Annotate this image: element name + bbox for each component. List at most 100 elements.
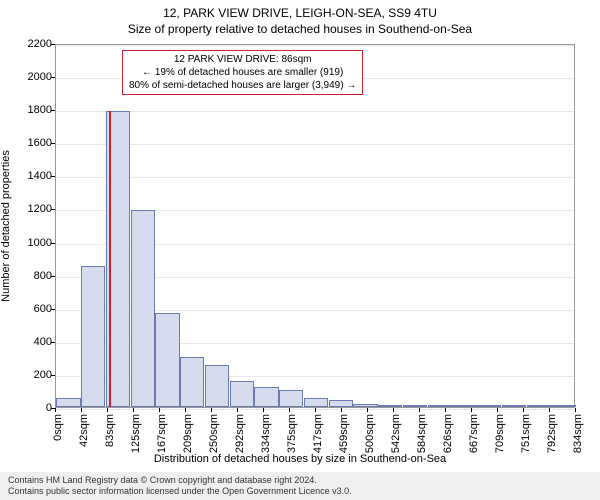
x-tick-mark <box>81 408 82 412</box>
x-tick-mark <box>549 408 550 412</box>
x-tick-mark <box>445 408 446 412</box>
x-tick-mark <box>107 408 108 412</box>
x-tick-label: 167sqm <box>156 414 168 453</box>
x-tick-mark <box>419 408 420 412</box>
y-tick-mark <box>51 342 55 343</box>
x-tick-label: 417sqm <box>312 414 324 453</box>
y-tick-mark <box>51 209 55 210</box>
grid-line <box>56 45 574 46</box>
x-tick-mark <box>185 408 186 412</box>
footer-line-2: Contains public sector information licen… <box>8 486 592 497</box>
y-tick-label: 1400 <box>12 170 52 182</box>
histogram-bar <box>378 405 402 407</box>
histogram-bar <box>304 398 328 407</box>
histogram-bar <box>551 405 575 407</box>
x-tick-label: 375sqm <box>286 414 298 453</box>
x-tick-label: 334sqm <box>260 414 272 453</box>
annotation-line-1: 12 PARK VIEW DRIVE: 86sqm <box>129 53 356 66</box>
histogram-bar <box>56 398 80 407</box>
histogram-bar <box>477 405 501 407</box>
y-tick-label: 400 <box>12 336 52 348</box>
y-tick-label: 200 <box>12 369 52 381</box>
footer-line-1: Contains HM Land Registry data © Crown c… <box>8 475 592 486</box>
x-tick-mark <box>315 408 316 412</box>
x-axis-label: Distribution of detached houses by size … <box>0 453 600 465</box>
histogram-bar <box>403 405 427 407</box>
histogram-bar <box>254 387 278 407</box>
histogram-bar <box>279 390 303 407</box>
x-tick-label: 83sqm <box>104 414 116 447</box>
x-tick-label: 125sqm <box>130 414 142 453</box>
grid-line <box>56 177 574 178</box>
histogram-bar <box>353 404 377 407</box>
annotation-box: 12 PARK VIEW DRIVE: 86sqm ← 19% of detac… <box>122 50 363 95</box>
x-tick-mark <box>575 408 576 412</box>
chart-title-sub: Size of property relative to detached ho… <box>0 20 600 38</box>
y-tick-mark <box>51 309 55 310</box>
y-tick-mark <box>51 143 55 144</box>
histogram-bar <box>81 266 105 407</box>
x-tick-mark <box>497 408 498 412</box>
x-tick-label: 500sqm <box>364 414 376 453</box>
x-tick-label: 292sqm <box>234 414 246 453</box>
y-tick-label: 1200 <box>12 203 52 215</box>
y-tick-label: 2200 <box>12 38 52 50</box>
histogram-bar <box>527 405 551 407</box>
x-tick-label: 42sqm <box>78 414 90 447</box>
x-tick-label: 626sqm <box>442 414 454 453</box>
annotation-line-3: 80% of semi-detached houses are larger (… <box>129 79 356 92</box>
histogram-bar <box>329 400 353 407</box>
subject-marker-line <box>109 111 111 407</box>
x-tick-mark <box>55 408 56 412</box>
x-tick-label: 250sqm <box>208 414 220 453</box>
grid-line <box>56 111 574 112</box>
x-tick-mark <box>133 408 134 412</box>
chart-plot-area <box>55 44 575 408</box>
histogram-bar <box>230 381 254 407</box>
histogram-bar <box>205 365 229 407</box>
y-tick-mark <box>51 110 55 111</box>
y-tick-label: 1800 <box>12 104 52 116</box>
x-tick-mark <box>263 408 264 412</box>
y-tick-mark <box>51 276 55 277</box>
x-tick-label: 709sqm <box>494 414 506 453</box>
y-tick-label: 1000 <box>12 237 52 249</box>
y-tick-mark <box>51 176 55 177</box>
y-tick-mark <box>51 77 55 78</box>
histogram-bar <box>452 405 476 407</box>
y-tick-label: 1600 <box>12 137 52 149</box>
x-tick-mark <box>341 408 342 412</box>
grid-line <box>56 144 574 145</box>
x-tick-mark <box>159 408 160 412</box>
y-tick-mark <box>51 243 55 244</box>
x-tick-label: 792sqm <box>546 414 558 453</box>
histogram-bar <box>155 313 179 407</box>
x-tick-mark <box>393 408 394 412</box>
x-tick-label: 834sqm <box>572 414 584 453</box>
x-tick-mark <box>289 408 290 412</box>
histogram-bar <box>502 405 526 407</box>
y-tick-label: 800 <box>12 270 52 282</box>
x-tick-label: 459sqm <box>338 414 350 453</box>
histogram-bar <box>180 357 204 407</box>
x-tick-mark <box>367 408 368 412</box>
y-tick-label: 600 <box>12 303 52 315</box>
histogram-bar <box>428 405 452 407</box>
x-tick-label: 209sqm <box>182 414 194 453</box>
chart-title-main: 12, PARK VIEW DRIVE, LEIGH-ON-SEA, SS9 4… <box>0 0 600 20</box>
y-tick-label: 0 <box>12 402 52 414</box>
x-tick-mark <box>211 408 212 412</box>
footer-attribution: Contains HM Land Registry data © Crown c… <box>0 472 600 500</box>
x-tick-mark <box>237 408 238 412</box>
x-tick-label: 542sqm <box>390 414 402 453</box>
x-tick-label: 584sqm <box>416 414 428 453</box>
annotation-line-2: ← 19% of detached houses are smaller (91… <box>129 66 356 79</box>
y-tick-label: 2000 <box>12 71 52 83</box>
y-tick-mark <box>51 375 55 376</box>
histogram-bar <box>131 210 155 407</box>
x-tick-mark <box>523 408 524 412</box>
x-tick-label: 751sqm <box>520 414 532 453</box>
x-tick-label: 667sqm <box>468 414 480 453</box>
y-tick-mark <box>51 44 55 45</box>
x-tick-mark <box>471 408 472 412</box>
